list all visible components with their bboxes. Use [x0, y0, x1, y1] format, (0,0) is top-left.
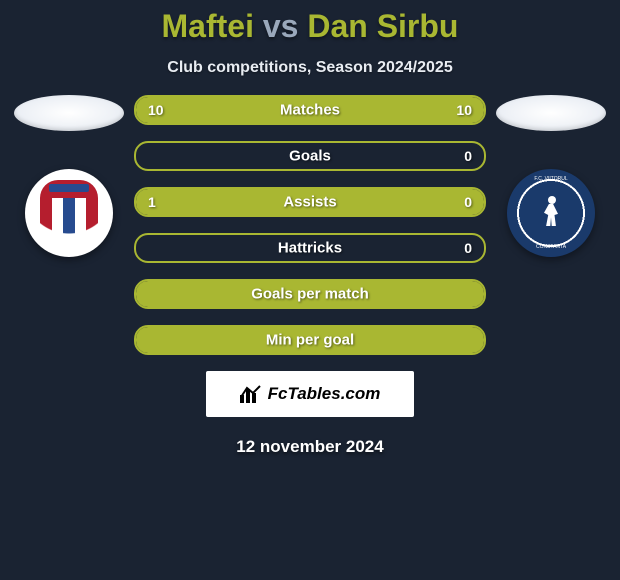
stats-bars: 10 Matches 10 Goals 0 1 Assists 0 Hattri…: [130, 95, 490, 371]
subtitle: Club competitions, Season 2024/2025: [0, 59, 620, 77]
stat-label: Matches: [136, 102, 484, 119]
player2-club-badge[interactable]: F.C. VIITORUL CONSTANTA: [507, 169, 595, 257]
comparison-card: Maftei vs Dan Sirbu Club competitions, S…: [0, 0, 620, 457]
stat-right-value: 10: [456, 102, 472, 118]
date-label: 12 november 2024: [0, 437, 620, 457]
player1-name: Maftei: [162, 8, 254, 44]
player1-column: [8, 95, 130, 257]
stat-bar-matches: 10 Matches 10: [134, 95, 486, 125]
player2-head-icon: [496, 95, 606, 131]
stat-bar-assists: 1 Assists 0: [134, 187, 486, 217]
stat-right-value: 0: [464, 194, 472, 210]
stat-bar-min-per-goal: Min per goal: [134, 325, 486, 355]
main-row: 10 Matches 10 Goals 0 1 Assists 0 Hattri…: [0, 95, 620, 371]
brand-link[interactable]: FcTables.com: [206, 371, 414, 417]
stat-right-value: 0: [464, 148, 472, 164]
vs-label: vs: [263, 8, 299, 44]
stat-label: Min per goal: [136, 332, 484, 349]
player2-column: F.C. VIITORUL CONSTANTA: [490, 95, 612, 257]
brand-chart-icon: [240, 385, 262, 403]
stat-label: Goals per match: [136, 286, 484, 303]
page-title: Maftei vs Dan Sirbu: [0, 8, 620, 45]
stat-label: Assists: [136, 194, 484, 211]
player1-head-icon: [14, 95, 124, 131]
stat-bar-goals: Goals 0: [134, 141, 486, 171]
brand-text: FcTables.com: [268, 384, 381, 404]
stat-right-value: 0: [464, 240, 472, 256]
player2-name: Dan Sirbu: [307, 8, 458, 44]
stat-bar-goals-per-match: Goals per match: [134, 279, 486, 309]
player1-club-badge[interactable]: [25, 169, 113, 257]
stat-bar-hattricks: Hattricks 0: [134, 233, 486, 263]
stat-label: Goals: [136, 148, 484, 165]
stat-label: Hattricks: [136, 240, 484, 257]
